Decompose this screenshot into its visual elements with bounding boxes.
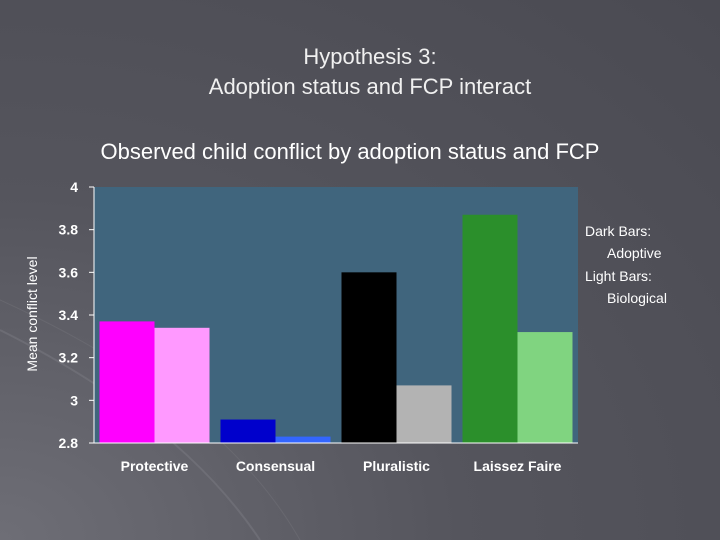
bar-pluralistic-biological xyxy=(396,385,452,443)
x-tick-label: Laissez Faire xyxy=(474,458,562,474)
y-tick-label: 3 xyxy=(70,392,78,408)
legend-dark-label: Dark Bars: xyxy=(585,223,652,239)
legend-light-value: Biological xyxy=(607,290,667,306)
slide-title: Hypothesis 3: Adoption status and FCP in… xyxy=(0,42,720,102)
y-tick-label: 3.6 xyxy=(59,264,79,280)
slide-title-line1: Hypothesis 3: xyxy=(303,44,437,69)
y-tick-label: 4 xyxy=(70,179,78,195)
y-tick-label: 3.4 xyxy=(59,307,79,323)
x-tick-label: Consensual xyxy=(236,458,315,474)
bar-laissez-faire-biological xyxy=(517,332,573,443)
x-tick-label: Protective xyxy=(121,458,189,474)
slide-title-line2: Adoption status and FCP interact xyxy=(208,74,532,99)
x-tick-label: Pluralistic xyxy=(363,458,430,474)
bar-pluralistic-adoptive xyxy=(341,272,397,443)
legend-dark-value: Adoptive xyxy=(607,245,662,261)
bar-protective-biological xyxy=(154,327,210,443)
legend-light-label: Light Bars: xyxy=(585,268,652,284)
bar-consensual-biological xyxy=(275,436,331,443)
y-tick-label: 3.2 xyxy=(59,350,79,366)
y-tick-label: 3.8 xyxy=(59,222,79,238)
chart-title: Observed child conflict by adoption stat… xyxy=(100,139,600,164)
bar-consensual-adoptive xyxy=(220,419,276,443)
bar-protective-adoptive xyxy=(99,321,155,443)
y-tick-label: 2.8 xyxy=(59,435,79,451)
bar-laissez-faire-adoptive xyxy=(462,214,518,443)
